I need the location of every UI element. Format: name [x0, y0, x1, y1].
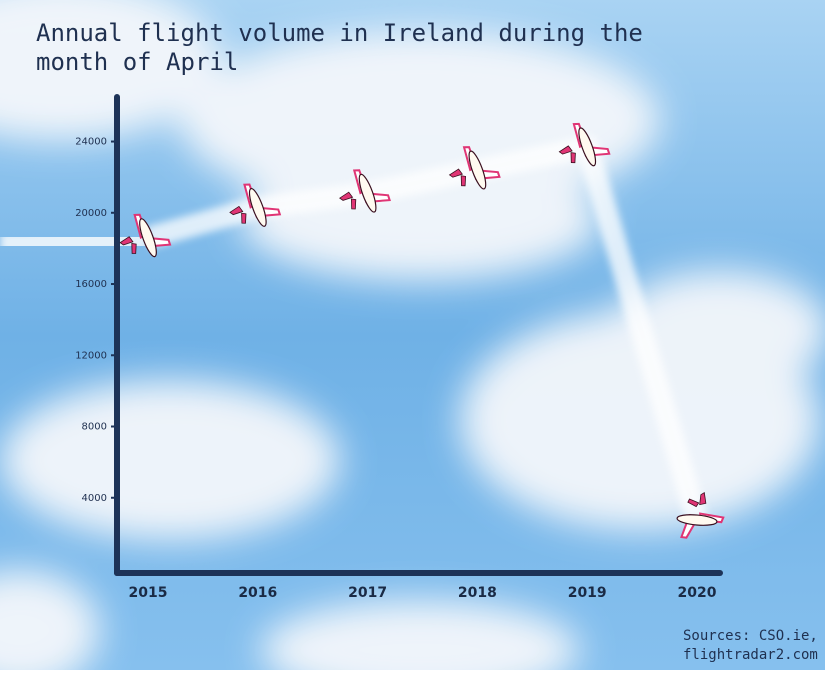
plane-marker: [448, 146, 501, 190]
chart-title: Annual flight volume in Ireland during t…: [36, 19, 643, 47]
x-tick-label: 2016: [238, 585, 277, 601]
plane-marker: [339, 169, 391, 213]
y-tick-label: 4000: [82, 493, 107, 504]
plane-marker: [119, 213, 172, 258]
plane-body: [468, 150, 487, 190]
plane-marker: [558, 122, 611, 167]
plane-tail: [229, 205, 247, 224]
x-tick-label: 2015: [129, 585, 168, 601]
plane-tail: [339, 191, 357, 210]
plane-marker: [676, 492, 725, 539]
plane-body: [139, 218, 157, 258]
plane-body: [578, 127, 597, 167]
x-tick-label: 2019: [568, 585, 607, 601]
x-tick-label: 2020: [678, 585, 717, 601]
plane-tail: [558, 145, 576, 164]
title: Annual flight volume in Ireland during t…: [36, 19, 643, 76]
plane-marker: [229, 183, 282, 227]
source: Sources: CSO.ie,: [683, 628, 818, 644]
y-tick-label: 8000: [82, 422, 107, 433]
plane-tail: [687, 492, 707, 508]
plane-tail: [448, 168, 467, 187]
plane-body: [358, 173, 377, 213]
y-tick-label: 24000: [75, 137, 107, 148]
chart-title: month of April: [36, 48, 238, 76]
y-tick-label: 12000: [75, 350, 107, 361]
plane-body: [676, 514, 718, 526]
plane-body: [248, 187, 267, 227]
plane-tail: [119, 236, 137, 254]
y-tick-label: 20000: [75, 208, 107, 219]
y-tick-label: 16000: [75, 279, 107, 290]
x-tick-label: 2018: [458, 585, 497, 601]
x-tick-label: 2017: [348, 585, 387, 601]
source: flightradar2.com: [683, 647, 818, 663]
